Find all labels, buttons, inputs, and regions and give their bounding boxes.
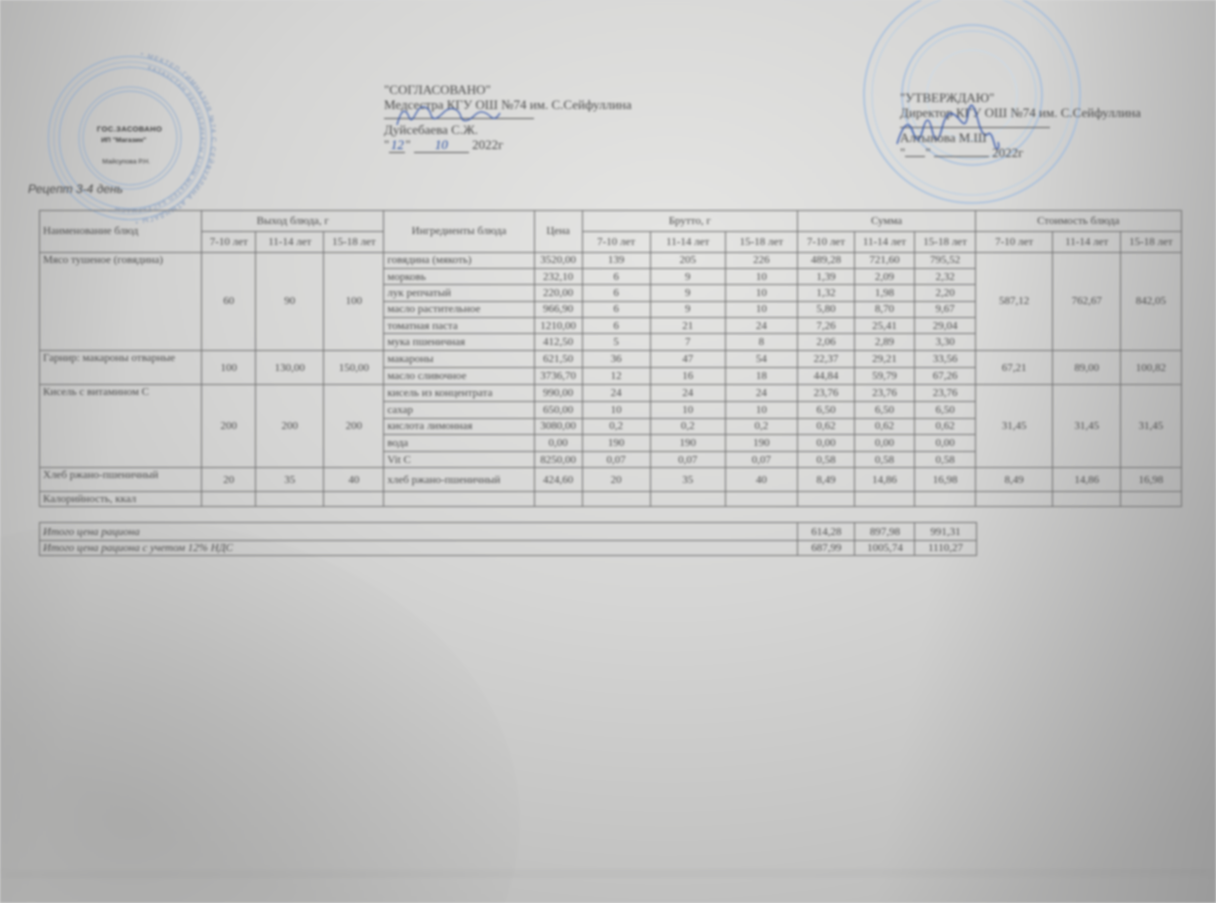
svg-text:ИП "Магазин": ИП "Магазин" xyxy=(101,137,146,144)
svg-text:ГОС.ЗАСОВАНО: ГОС.ЗАСОВАНО xyxy=(97,125,162,134)
svg-text:Майсупова Р.Н.: Майсупова Р.Н. xyxy=(102,158,150,166)
svg-text:* МЕКТЕП-ГИМНАЗИЯ №74 С.СЕЙФУЛ: * МЕКТЕП-ГИМНАЗИЯ №74 С.СЕЙФУЛЛИНА АТЫНД… xyxy=(134,52,217,224)
svg-text:КАЗАХСТАН РЕСПУБЛИКАСЫ БІЛІМ М: КАЗАХСТАН РЕСПУБЛИКАСЫ БІЛІМ МЕКТЕП БАСК… xyxy=(114,66,205,213)
